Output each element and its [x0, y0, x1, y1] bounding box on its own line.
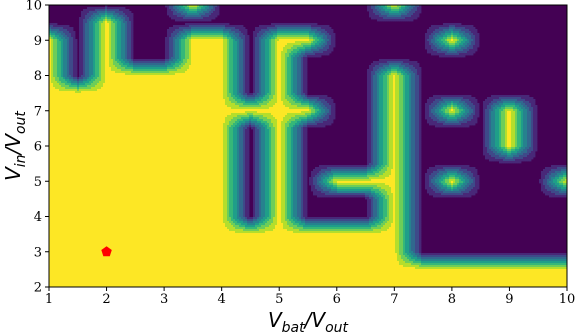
contour-chart: 1 2 3 4 5 6 7 8 9 10 2345678910 Vbat/Vout Vin/Vou…	[0, 0, 577, 335]
